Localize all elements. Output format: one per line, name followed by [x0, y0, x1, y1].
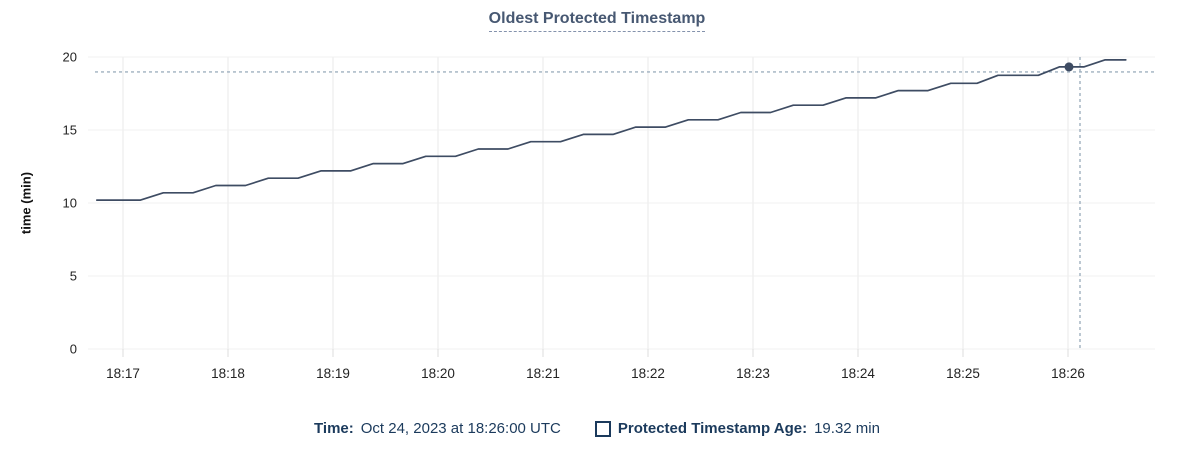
- x-tick-label: 18:25: [946, 366, 980, 381]
- x-tick-label: 18:17: [106, 366, 140, 381]
- legend-time-group: Time: Oct 24, 2023 at 18:26:00 UTC: [314, 420, 561, 437]
- x-tick-label: 18:22: [631, 366, 665, 381]
- x-tick-labels: 18:17 18:18 18:19 18:20 18:21 18:22 18:23 18:24…: [106, 366, 1085, 381]
- x-tick-label: 18:19: [316, 366, 350, 381]
- y-tick-label: 0: [70, 342, 77, 357]
- y-tick-labels: 0 5 10 15 20: [63, 50, 77, 357]
- y-tick-label: 10: [63, 196, 77, 211]
- x-tick-label: 18:20: [421, 366, 455, 381]
- series-swatch-icon[interactable]: [594, 420, 611, 437]
- series-line: [95, 59, 1127, 201]
- legend-time-label: Time:: [314, 420, 354, 437]
- hover-legend: Time: Oct 24, 2023 at 18:26:00 UTC Prote…: [0, 420, 1194, 437]
- y-tick-label: 5: [70, 269, 77, 284]
- x-tick-label: 18:23: [736, 366, 770, 381]
- x-tick-label: 18:21: [526, 366, 560, 381]
- x-tick-label: 18:26: [1051, 366, 1085, 381]
- legend-series-label: Protected Timestamp Age:: [617, 420, 808, 437]
- y-tick-label: 20: [63, 50, 77, 65]
- chart-title[interactable]: Oldest Protected Timestamp: [488, 10, 706, 32]
- hover-point-dot: [1064, 62, 1074, 72]
- x-tick-label: 18:24: [841, 366, 875, 381]
- y-gridlines: [88, 56, 1155, 350]
- legend-time-value: Oct 24, 2023 at 18:26:00 UTC: [360, 420, 561, 437]
- y-tick-label: 15: [63, 123, 77, 138]
- x-gridlines: [122, 57, 1069, 357]
- legend-series-item[interactable]: Protected Timestamp Age: 19.32 min: [594, 420, 880, 437]
- chart-header: Oldest Protected Timestamp: [0, 10, 1194, 32]
- x-tick-label: 18:18: [211, 366, 245, 381]
- legend-series-value: 19.32 min: [814, 420, 880, 437]
